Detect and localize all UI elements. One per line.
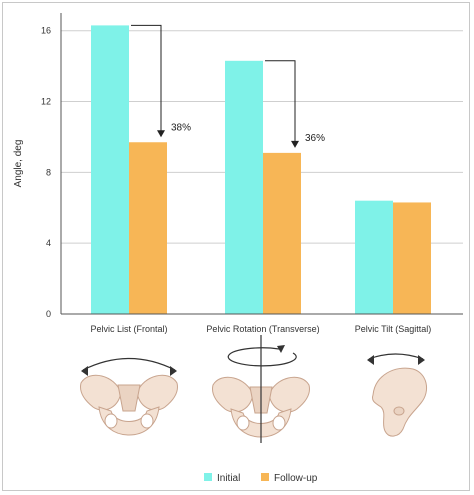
change-percent-label: 38% bbox=[171, 122, 191, 133]
pelvis-sagittal-icon bbox=[372, 367, 428, 437]
x-category-label: Pelvic List (Frontal) bbox=[90, 324, 167, 334]
figure-frame: 0 4 8 12 16 Pelvic List (Frontal) Pelvic Rotat… bbox=[2, 2, 470, 491]
legend-swatch bbox=[204, 473, 212, 481]
bar-follow-up bbox=[393, 202, 431, 314]
y-axis-title: Angle, deg bbox=[13, 140, 24, 188]
curved-arrow-icon bbox=[82, 357, 176, 371]
pelvis-transverse-icon bbox=[212, 376, 310, 438]
y-tick-label: 4 bbox=[46, 238, 51, 248]
change-arrow bbox=[265, 60, 296, 147]
bar-initial bbox=[91, 25, 129, 315]
bar-follow-up bbox=[129, 142, 167, 314]
tilt-arrow-icon bbox=[368, 353, 424, 360]
x-category-label: Pelvic Rotation (Transverse) bbox=[206, 324, 319, 334]
x-category-label: Pelvic Tilt (Sagittal) bbox=[355, 324, 432, 334]
bar-chart: 0 4 8 12 16 Pelvic List (Frontal) Pelvic Rotat… bbox=[13, 13, 463, 484]
pelvis-frontal-icon bbox=[80, 374, 178, 436]
y-tick-label: 12 bbox=[41, 97, 51, 107]
y-tick-label: 0 bbox=[46, 309, 51, 319]
legend-label: Follow-up bbox=[274, 473, 318, 484]
bar-follow-up bbox=[263, 152, 301, 314]
y-tick-label: 8 bbox=[46, 167, 51, 177]
arrow-head bbox=[157, 130, 165, 138]
rotation-arrow-icon bbox=[227, 347, 297, 367]
change-arrow bbox=[131, 24, 162, 137]
bar-initial bbox=[225, 60, 263, 315]
arrow-head bbox=[291, 140, 299, 148]
legend-swatch bbox=[261, 473, 269, 481]
legend-label: Initial bbox=[217, 473, 240, 484]
bar-initial bbox=[355, 200, 393, 314]
y-tick-label: 16 bbox=[41, 26, 51, 36]
change-percent-label: 36% bbox=[305, 133, 325, 144]
